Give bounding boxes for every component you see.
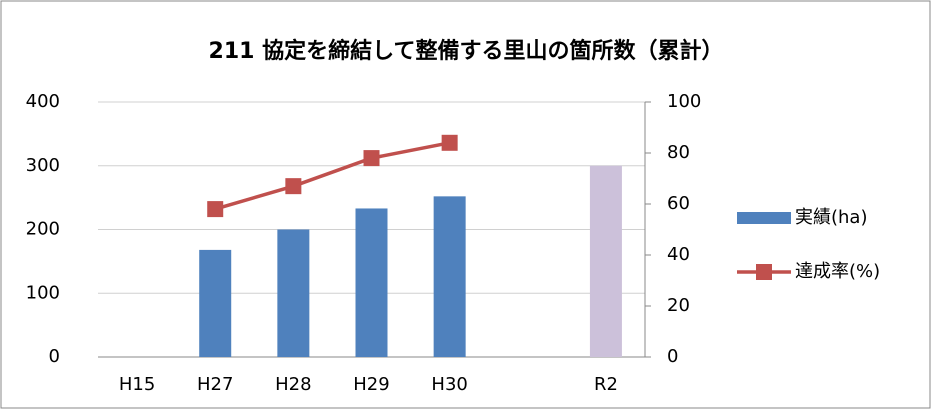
y2-tick-label: 80 bbox=[667, 142, 690, 163]
legend-label: 実績(ha) bbox=[795, 207, 867, 228]
line-marker bbox=[363, 150, 380, 167]
line-marker bbox=[207, 201, 224, 218]
legend-label: 達成率(%) bbox=[795, 261, 880, 282]
y2-tick-label: 60 bbox=[667, 193, 690, 214]
x-tick-label: H28 bbox=[275, 374, 311, 395]
legend-swatch-marker bbox=[756, 264, 772, 280]
bar bbox=[277, 229, 310, 357]
x-tick-label: H15 bbox=[119, 374, 155, 395]
bar bbox=[589, 165, 622, 357]
legend-swatch bbox=[737, 212, 791, 224]
bar bbox=[433, 196, 466, 357]
y2-tick-label: 0 bbox=[667, 346, 678, 367]
line-marker bbox=[285, 178, 302, 195]
y2-tick-label: 100 bbox=[667, 91, 701, 112]
y2-tick-label: 20 bbox=[667, 295, 690, 316]
line-marker bbox=[441, 134, 458, 151]
y-tick-label: 0 bbox=[49, 346, 60, 367]
line bbox=[214, 141, 450, 211]
y-tick-label: 200 bbox=[26, 219, 60, 240]
x-tick-label: H30 bbox=[431, 374, 467, 395]
bar bbox=[355, 208, 388, 357]
y-tick-label: 300 bbox=[26, 155, 60, 176]
x-tick-label: H27 bbox=[197, 374, 233, 395]
y-tick-label: 100 bbox=[26, 282, 60, 303]
y-tick-label: 400 bbox=[26, 91, 60, 112]
y2-tick-label: 40 bbox=[667, 244, 690, 265]
x-tick-label: R2 bbox=[594, 374, 618, 395]
x-tick-label: H29 bbox=[353, 374, 389, 395]
chart-title: 211 協定を締結して整備する里山の箇所数（累計） bbox=[209, 38, 724, 64]
bar bbox=[199, 249, 232, 357]
